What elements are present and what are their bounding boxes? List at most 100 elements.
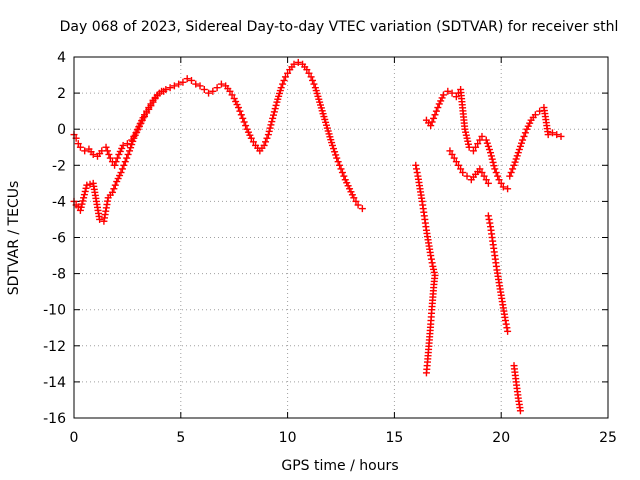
data-point-arc-1 bbox=[284, 69, 292, 77]
data-point-arc-1 bbox=[76, 143, 84, 151]
y-tick-label: -14 bbox=[43, 375, 66, 391]
data-point-arc-1 bbox=[236, 107, 244, 115]
y-tick-label: 2 bbox=[57, 86, 66, 102]
data-point-arc-2 bbox=[427, 255, 435, 263]
y-tick-label: -2 bbox=[52, 158, 66, 174]
data-point-arc-1 bbox=[260, 141, 268, 149]
data-point-arc-1 bbox=[309, 76, 317, 84]
data-point-arc-2-upper-branch bbox=[431, 111, 439, 119]
data-point-arc-1 bbox=[213, 84, 221, 92]
data-point-arc-5 bbox=[484, 179, 492, 187]
data-point-arc-4 bbox=[507, 169, 515, 177]
data-point-arc-1 bbox=[196, 82, 204, 90]
data-point-arc-1-lower-branch bbox=[138, 116, 146, 124]
data-point-arc-1-lower-branch bbox=[79, 197, 87, 205]
data-point-arc-1-lower-branch bbox=[143, 109, 151, 117]
data-point-arc-1 bbox=[239, 114, 247, 122]
data-point-arc-2-upper-branch bbox=[494, 172, 502, 180]
data-point-arc-1 bbox=[336, 161, 344, 169]
x-tick-label: 15 bbox=[385, 430, 403, 446]
grid-lines bbox=[74, 57, 608, 418]
data-point-arc-1 bbox=[200, 85, 208, 93]
data-point-arc-1 bbox=[337, 165, 345, 173]
data-point-arc-1 bbox=[166, 84, 174, 92]
data-point-arc-4 bbox=[517, 139, 525, 147]
data-point-arc-1 bbox=[305, 69, 313, 77]
data-point-arc-4 bbox=[513, 152, 521, 160]
data-point-arc-1-lower-branch bbox=[127, 144, 135, 152]
data-point-arc-1 bbox=[205, 89, 213, 97]
data-point-arc-2-upper-branch bbox=[485, 146, 493, 154]
data-point-arc-1-lower-branch bbox=[76, 206, 84, 214]
x-tick-label: 25 bbox=[599, 430, 617, 446]
data-point-arc-1-lower-branch bbox=[149, 98, 157, 106]
data-point-arc-1 bbox=[103, 147, 111, 155]
x-tick-label: 5 bbox=[176, 430, 185, 446]
data-point-arc-1 bbox=[247, 134, 255, 142]
data-point-arc-1 bbox=[234, 104, 242, 112]
y-axis-label: SDTVAR / TECUs bbox=[6, 181, 22, 296]
data-point-arc-1 bbox=[187, 76, 195, 84]
y-tick-label: -16 bbox=[43, 411, 66, 427]
data-point-arc-2-upper-branch bbox=[499, 183, 507, 191]
data-point-arc-1-lower-branch bbox=[86, 180, 94, 188]
data-point-arc-1-lower-branch bbox=[96, 215, 104, 223]
data-point-arc-1 bbox=[81, 147, 89, 155]
data-point-arc-1 bbox=[123, 140, 131, 148]
data-point-arc-2-upper-branch bbox=[489, 158, 497, 166]
data-point-arc-1-lower-branch bbox=[160, 87, 168, 95]
data-point-arc-2-upper-branch bbox=[490, 162, 498, 170]
data-point-arc-1-lower-branch bbox=[120, 161, 128, 169]
data-point-arc-1-lower-branch bbox=[147, 102, 155, 110]
data-point-arc-4 bbox=[520, 132, 528, 140]
data-point-arc-1 bbox=[266, 124, 274, 132]
data-point-arc-4 bbox=[516, 142, 524, 150]
data-point-arc-2 bbox=[412, 165, 420, 173]
data-point-arc-1 bbox=[183, 75, 191, 83]
data-point-arc-5 bbox=[459, 169, 467, 177]
data-point-arc-1 bbox=[249, 138, 257, 146]
data-point-arc-2-upper-branch bbox=[488, 155, 496, 163]
data-point-arc-1 bbox=[332, 151, 340, 159]
data-point-arc-1 bbox=[340, 172, 348, 180]
data-point-arc-4 bbox=[553, 131, 561, 139]
x-tick-label: 20 bbox=[492, 430, 510, 446]
data-point-arc-2-upper-branch bbox=[469, 147, 477, 155]
data-point-arc-2-upper-branch bbox=[478, 132, 486, 140]
data-point-arc-1-lower-branch bbox=[110, 185, 118, 193]
data-point-arc-1-lower-branch bbox=[121, 158, 129, 166]
data-point-arc-2-upper-branch bbox=[491, 165, 499, 173]
data-point-arc-1 bbox=[262, 138, 270, 146]
data-point-arc-1 bbox=[89, 150, 97, 158]
data-point-arc-2 bbox=[422, 369, 430, 377]
data-point-arc-4 bbox=[531, 111, 539, 119]
data-point-arc-2 bbox=[413, 169, 421, 177]
data-point-arc-1-lower-branch bbox=[81, 187, 89, 195]
data-point-arc-1 bbox=[338, 169, 346, 177]
data-point-arc-1 bbox=[277, 84, 285, 92]
data-point-arc-1 bbox=[106, 154, 114, 162]
data-point-arc-1 bbox=[328, 141, 336, 149]
data-point-arc-1 bbox=[111, 161, 119, 169]
data-point-arc-2-upper-branch bbox=[487, 152, 495, 160]
data-point-arc-1 bbox=[237, 111, 245, 119]
data-point-arc-1-lower-branch bbox=[77, 203, 85, 211]
data-point-arc-1-lower-branch bbox=[129, 137, 137, 145]
data-point-arc-2-upper-branch bbox=[476, 136, 484, 144]
data-point-arc-2-upper-branch bbox=[452, 93, 460, 101]
data-point-arc-1-lower-branch bbox=[82, 184, 90, 192]
data-point-arc-4 bbox=[509, 165, 517, 173]
data-point-arc-1 bbox=[270, 111, 278, 119]
data-point-arc-2-upper-branch bbox=[504, 185, 512, 193]
data-point-arc-5 bbox=[446, 147, 454, 155]
plot-frame bbox=[73, 56, 609, 419]
data-point-arc-1 bbox=[352, 197, 360, 205]
data-point-arc-2-upper-branch bbox=[432, 107, 440, 115]
data-point-arc-1 bbox=[331, 148, 339, 156]
data-point-arc-1-lower-branch bbox=[124, 150, 132, 158]
data-point-arc-1 bbox=[102, 143, 110, 151]
data-point-arc-1 bbox=[263, 134, 271, 142]
data-point-arc-2-upper-branch bbox=[487, 149, 495, 157]
